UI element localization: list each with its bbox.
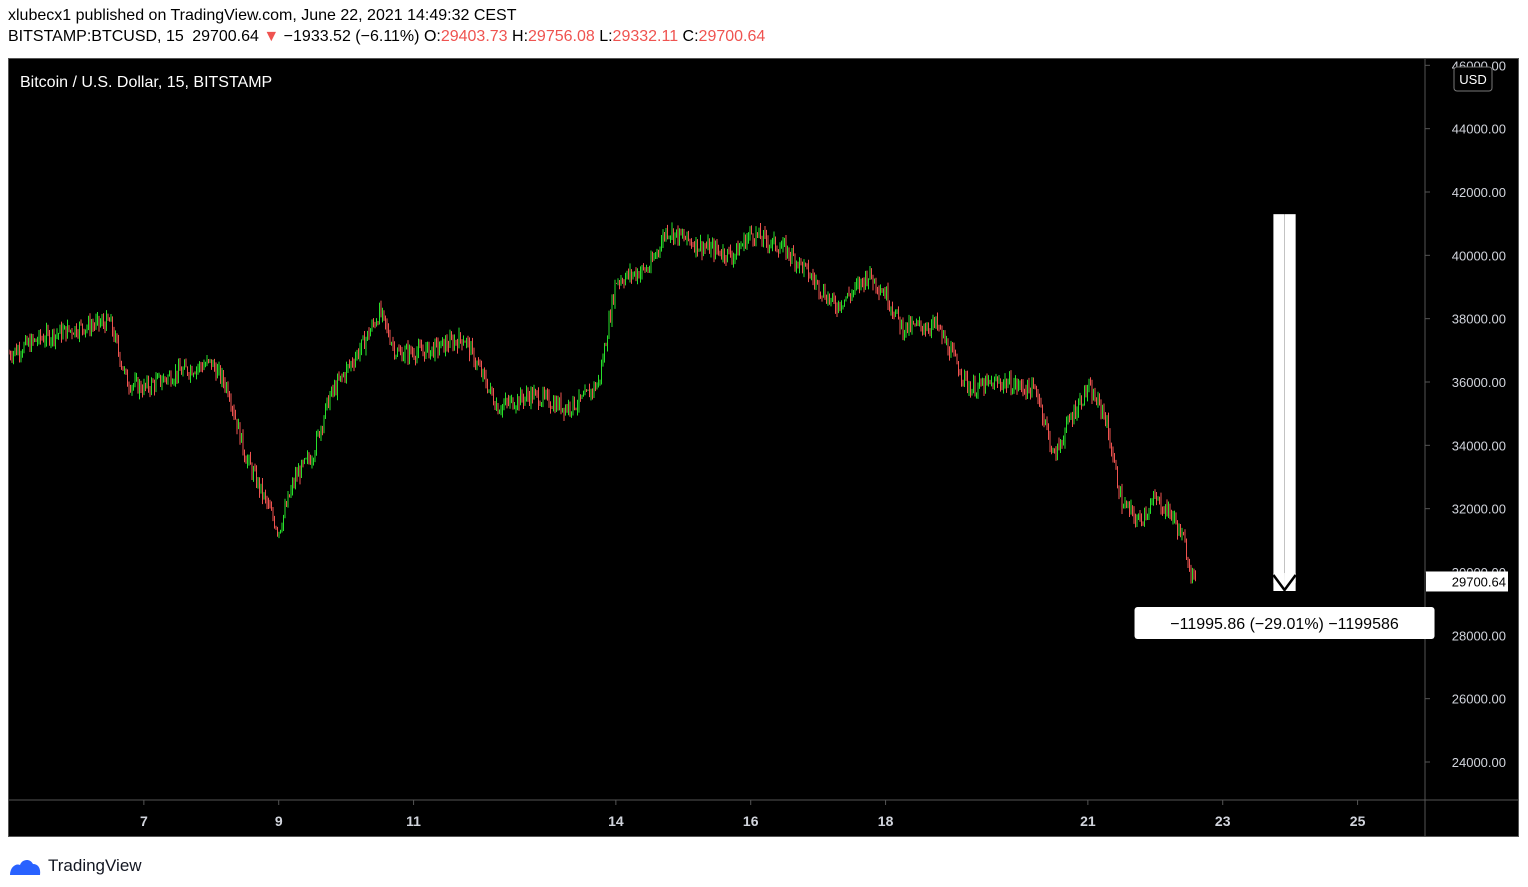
- time-tick-label: 18: [878, 813, 894, 829]
- tradingview-logo-icon: [10, 859, 41, 875]
- high-value: 29756.08: [528, 28, 595, 45]
- footer: TradingView: [8, 855, 142, 877]
- time-tick-label: 11: [406, 813, 421, 829]
- time-axis: 7 9 11 14 16 18 21 23 25: [140, 800, 1366, 829]
- symbol-label: BITSTAMP:BTCUSD, 15: [8, 28, 184, 45]
- currency-label: USD: [1459, 72, 1486, 87]
- arrow-drawing-layer: −11995.86 (−29.01%) −1199586: [1134, 214, 1435, 639]
- price-tick-label: 44000.00: [1452, 122, 1506, 137]
- price-chart[interactable]: 24000.0026000.0028000.0030000.0032000.00…: [9, 59, 1518, 836]
- close-value: 29700.64: [698, 28, 766, 45]
- chart-title: Bitcoin / U.S. Dollar, 15, BITSTAMP: [20, 74, 272, 91]
- measure-label-box: [1134, 607, 1435, 639]
- low-label: L:: [599, 28, 613, 45]
- high-label: H:: [512, 28, 529, 45]
- time-tick-label: 9: [275, 813, 283, 829]
- arrow-head-stroke: [1272, 574, 1297, 593]
- arrow-head: [1273, 573, 1296, 591]
- time-tick-label: 16: [743, 813, 759, 829]
- price-tick-label: 38000.00: [1452, 312, 1506, 327]
- price-tick-label: 24000.00: [1452, 755, 1506, 770]
- time-tick-label: 23: [1215, 813, 1231, 829]
- open-label: O:: [423, 28, 441, 45]
- change-value: −1933.52 (−6.11%): [283, 28, 420, 45]
- price-tick-label: 36000.00: [1452, 375, 1506, 390]
- currency-badge[interactable]: USD: [1453, 66, 1493, 92]
- footer-brand: TradingView: [48, 856, 142, 875]
- candles-layer: [9, 222, 1196, 584]
- time-tick-label: 7: [140, 813, 148, 829]
- close-label: C:: [682, 28, 699, 45]
- chart-header: xlubecx1 published on TradingView.com, J…: [8, 6, 1520, 47]
- measure-label: −11995.86 (−29.01%) −1199586: [1170, 616, 1399, 633]
- down-arrow-icon: ▼: [263, 28, 280, 45]
- low-value: 29332.11: [612, 28, 679, 45]
- price-tick-label: 42000.00: [1452, 185, 1506, 200]
- chart-frame[interactable]: 24000.0026000.0028000.0030000.0032000.00…: [8, 58, 1519, 837]
- published-line: xlubecx1 published on TradingView.com, J…: [8, 7, 517, 24]
- open-value: 29403.73: [440, 28, 508, 45]
- time-tick-label: 25: [1350, 813, 1366, 829]
- last-price-marker: [1426, 571, 1508, 592]
- time-tick-label: 14: [608, 813, 624, 829]
- price-tick-label: 26000.00: [1452, 692, 1506, 707]
- price-tick-label: 34000.00: [1452, 438, 1506, 453]
- arrow-shaft-right: [1284, 214, 1296, 583]
- arrow-shaft-left: [1273, 214, 1285, 583]
- last-price-label: 29700.64: [1452, 574, 1506, 589]
- price-axis: 24000.0026000.0028000.0030000.0032000.00…: [1425, 59, 1508, 770]
- time-tick-label: 21: [1080, 813, 1096, 829]
- price-tick-label: 32000.00: [1452, 502, 1506, 517]
- price-tick-label: 40000.00: [1452, 248, 1506, 263]
- last-price: 29700.64: [192, 28, 259, 45]
- price-tick-label: 28000.00: [1452, 628, 1506, 643]
- ohlc-line: BITSTAMP:BTCUSD, 15 29700.64 ▼ −1933.52 …: [8, 27, 1520, 47]
